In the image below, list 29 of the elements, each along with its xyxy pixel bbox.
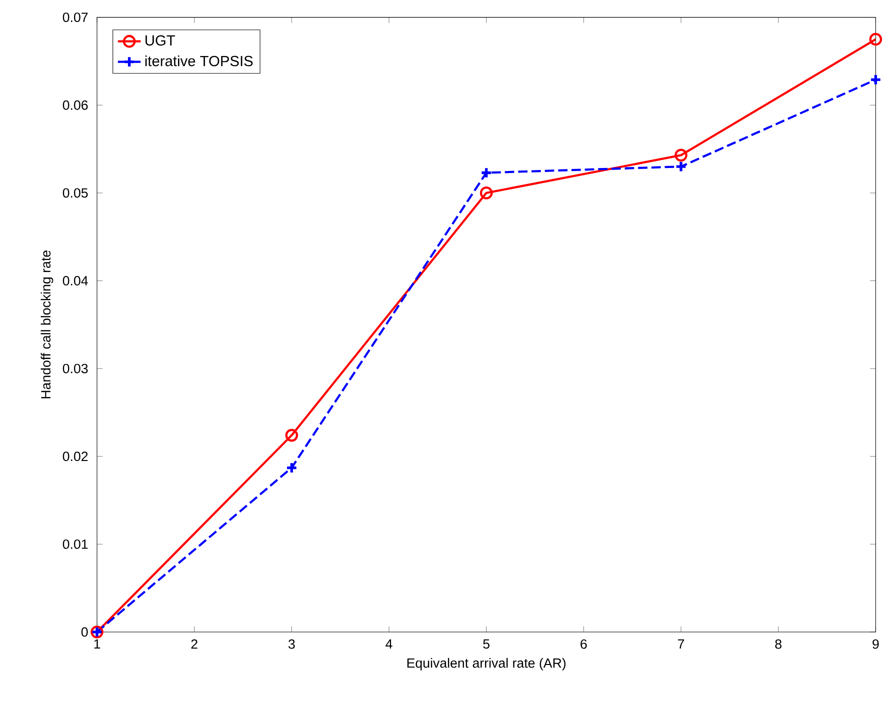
point — [286, 462, 298, 474]
x-tick-label: 6 — [580, 639, 587, 649]
x-tick-label: 2 — [191, 639, 198, 649]
y-tick-label: 0.05 — [62, 188, 88, 198]
x-axis-title: Equivalent arrival rate (AR) — [407, 658, 566, 670]
point — [870, 74, 882, 86]
legend-label: iterative TOPSIS — [145, 55, 253, 66]
x-tick-label: 5 — [483, 639, 490, 649]
point — [480, 186, 493, 200]
x-tick-label: 9 — [872, 639, 879, 649]
y-tick-label: 0 — [81, 627, 88, 637]
x-tick-label: 8 — [775, 639, 782, 649]
x-tick-label: 4 — [386, 639, 392, 649]
y-tick-label: 0.01 — [62, 539, 88, 549]
y-tick-label: 0.06 — [62, 100, 88, 110]
x-tick-label: 3 — [288, 639, 295, 649]
y-axis-title: Handoff call blocking rate — [40, 250, 54, 398]
point — [285, 428, 298, 442]
y-tick-label: 0.02 — [62, 452, 88, 462]
y-tick-label: 0.07 — [62, 12, 88, 22]
x-tick-label: 1 — [94, 639, 100, 649]
point — [869, 32, 882, 46]
y-tick-label: 0.04 — [62, 276, 88, 286]
legend-label: UGT — [146, 35, 176, 46]
x-tick-label: 7 — [678, 639, 684, 649]
point — [674, 148, 688, 162]
point — [480, 166, 492, 179]
y-tick-label: 0.03 — [62, 364, 88, 374]
point — [675, 160, 687, 173]
